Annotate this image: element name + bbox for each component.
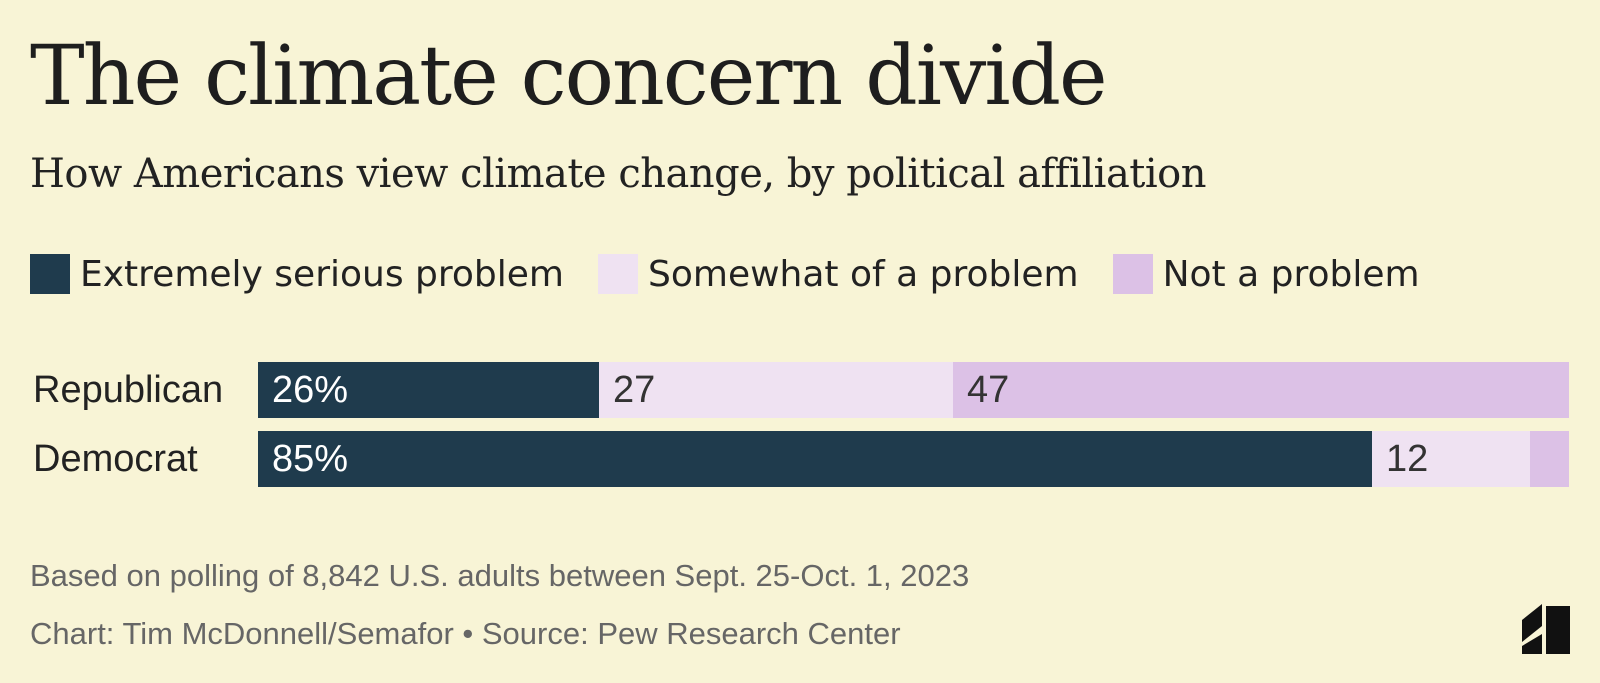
bar-democrat: 85% 12 (258, 431, 1569, 487)
chart-subtitle: How Americans view climate change, by po… (30, 151, 1207, 197)
data-label-republican-not-a-problem: 47 (967, 369, 1010, 411)
legend-swatch-somewhat (598, 254, 638, 294)
legend-label-somewhat: Somewhat of a problem (648, 253, 1079, 295)
row-label-republican: Republican (33, 369, 224, 411)
bar-segment-republican-somewhat-of-a-problem (599, 362, 953, 418)
legend-item-extremely-serious: Extremely serious problem (30, 254, 564, 295)
legend-label-not-a-problem: Not a problem (1162, 253, 1420, 295)
legend-swatch-not-a-problem (1112, 254, 1153, 294)
data-label-republican-extremely-serious-problem: 26% (272, 369, 349, 411)
legend-item-not-a-problem: Not a problem (1112, 253, 1420, 295)
row-label-democrat: Democrat (33, 438, 198, 480)
legend-swatch-extremely-serious (30, 254, 70, 294)
legend-label-extremely-serious: Extremely serious problem (80, 253, 564, 295)
legend-item-somewhat: Somewhat of a problem (598, 254, 1079, 295)
chart-legend: Extremely serious problem Somewhat of a … (30, 253, 1420, 295)
bar-segment-republican-not-a-problem (953, 362, 1569, 418)
footer-credit: Chart: Tim McDonnell/Semafor • Source: P… (30, 616, 901, 651)
bar-segment-democrat-not-a-problem (1530, 431, 1569, 487)
bar-republican: 26% 27 47 (258, 362, 1569, 418)
bar-segment-democrat-extremely-serious-problem (258, 431, 1372, 487)
chart-title: The climate concern divide (30, 29, 1108, 124)
data-label-democrat-extremely-serious-problem: 85% (272, 438, 349, 480)
data-label-democrat-somewhat-of-a-problem: 12 (1386, 438, 1429, 480)
bar-segment-democrat-somewhat-of-a-problem (1372, 431, 1530, 487)
data-label-republican-somewhat-of-a-problem: 27 (613, 369, 656, 411)
semafor-logo-icon (1522, 604, 1570, 654)
footer-note: Based on polling of 8,842 U.S. adults be… (30, 558, 970, 593)
bar-segment-republican-extremely-serious-problem (258, 362, 599, 418)
